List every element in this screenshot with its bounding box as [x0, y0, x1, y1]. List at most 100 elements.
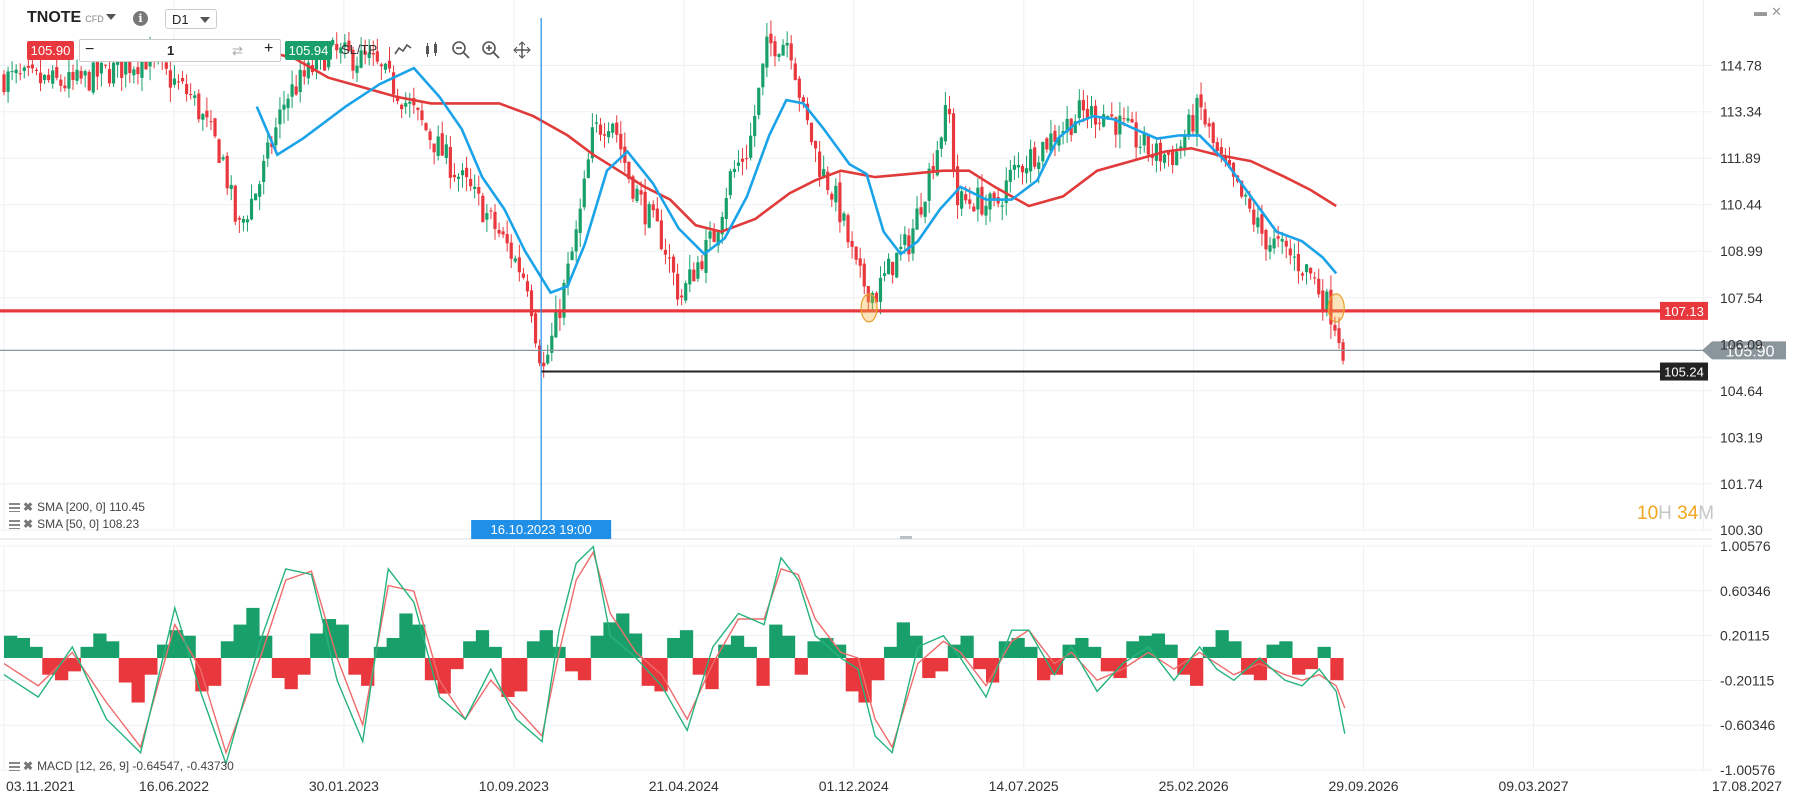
candle-body	[1207, 123, 1211, 127]
candle-body	[1041, 141, 1045, 162]
candle-body	[797, 78, 801, 98]
macd-histogram-bar	[896, 622, 910, 658]
candle-body	[144, 58, 148, 70]
swap-icon[interactable]: ⇄	[232, 43, 243, 58]
candle-body	[708, 231, 712, 239]
sell-price-button[interactable]: 105.90	[27, 41, 74, 60]
candle-body	[213, 118, 217, 137]
candle-body	[1024, 168, 1029, 174]
minimize-icon[interactable]: ▬	[1754, 4, 1767, 19]
candle-body	[1260, 214, 1264, 234]
line-chart-icon[interactable]	[393, 40, 413, 60]
macd-histogram-bar	[220, 641, 235, 658]
legend-remove-icon[interactable]: ✖	[23, 500, 34, 514]
candle-body	[935, 150, 939, 176]
candle-body	[1150, 155, 1154, 158]
plus-icon[interactable]: +	[264, 40, 274, 57]
candle-body	[1033, 147, 1037, 167]
legend-remove-icon[interactable]: ✖	[23, 759, 34, 773]
candle-body	[367, 52, 371, 58]
candle-body	[598, 124, 603, 135]
quantity-stepper[interactable]: − 1 ⇄ +	[79, 39, 281, 62]
legend-menu-icon[interactable]	[9, 761, 20, 771]
macd-histogram-bar	[539, 630, 553, 658]
candle-body	[1171, 151, 1175, 165]
candle-body	[221, 157, 225, 160]
candle-body	[1309, 267, 1313, 274]
candle-body	[1142, 132, 1146, 146]
legend-sma200-text: SMA [200, 0] 110.45	[37, 500, 145, 514]
candle-body	[59, 79, 63, 86]
candle-body	[448, 146, 452, 178]
candle-body	[947, 108, 952, 115]
candle-body	[639, 190, 643, 195]
candle-body	[209, 121, 213, 123]
candle-body	[302, 70, 306, 77]
sltp-button[interactable]: SL/TP	[341, 42, 378, 57]
zoom-in-icon[interactable]	[481, 40, 501, 60]
candle-body	[594, 122, 599, 124]
macd-histogram-bar	[1036, 658, 1051, 681]
legend-macd[interactable]: ✖ MACD [12, 26, 9] -0.64547, -0.43730	[9, 759, 234, 773]
candle-body	[813, 140, 818, 149]
candle-body	[582, 178, 586, 208]
macd-histogram-bar	[182, 635, 196, 658]
legend-remove-icon[interactable]: ✖	[23, 517, 34, 531]
candle-body	[590, 127, 594, 159]
symbol-name[interactable]: TNOTE CFD	[27, 9, 104, 26]
candle-body	[262, 160, 266, 183]
buy-price-button[interactable]: 105.94	[285, 41, 332, 60]
chevron-down-icon[interactable]	[106, 14, 116, 20]
candle-body	[1073, 121, 1077, 134]
candle-body	[1231, 162, 1236, 177]
chevron-down-icon	[200, 17, 210, 23]
candles-icon[interactable]	[422, 40, 442, 60]
info-icon[interactable]: i	[133, 11, 148, 26]
target-label-text: 105.24	[1664, 365, 1704, 380]
macd-histogram-bar	[246, 607, 260, 658]
timeframe-select[interactable]: D1	[165, 9, 217, 29]
candle-body	[509, 242, 513, 259]
candle-body	[258, 184, 262, 197]
candle-body	[1292, 256, 1296, 258]
candle-body	[671, 256, 676, 273]
candle-body	[655, 208, 659, 222]
macd-tick-label: -0.20115	[1720, 672, 1774, 688]
candle-body	[1317, 278, 1321, 295]
quantity-value[interactable]: 1	[167, 43, 175, 58]
move-icon[interactable]	[512, 40, 532, 60]
macd-histogram-bar	[1330, 658, 1344, 681]
candle-body	[1244, 194, 1248, 197]
candle-body	[562, 282, 566, 318]
macd-histogram-bar	[386, 637, 400, 658]
price-axis: 114.78 113.34 111.89 110.44 108.99 107.54 104.…	[1720, 58, 1763, 539]
candle-body	[79, 70, 83, 79]
candle-body	[6, 71, 10, 92]
macd-histogram-bar	[922, 658, 936, 679]
legend-sma50[interactable]: ✖ SMA [50, 0] 108.23	[9, 517, 139, 531]
macd-histogram	[4, 607, 1344, 703]
zoom-out-icon[interactable]	[451, 40, 471, 60]
legend-menu-icon[interactable]	[9, 519, 20, 529]
candle-body	[1004, 180, 1008, 203]
time-tick-label: 16.06.2022	[139, 778, 209, 794]
candle-body	[704, 239, 708, 273]
candle-body	[197, 93, 201, 120]
macd-histogram-bar	[679, 630, 694, 658]
minus-icon[interactable]: −	[85, 41, 95, 58]
candle-body	[688, 269, 692, 285]
close-icon[interactable]: ✕	[1771, 4, 1782, 19]
candle-timer: 10H 34M	[1637, 503, 1715, 524]
macd-histogram-bar	[973, 658, 987, 670]
candle-body	[1268, 245, 1272, 252]
legend-sma200[interactable]: ✖ SMA [200, 0] 110.45	[9, 500, 145, 514]
macd-histogram-bar	[118, 658, 133, 683]
horizontal-lines[interactable]: 107.13 105.24 105.90	[0, 301, 1786, 381]
legend-menu-icon[interactable]	[9, 502, 20, 512]
candle-body	[874, 292, 879, 303]
time-tick-label: 14.07.2025	[989, 778, 1059, 794]
macd-tick-label: -0.60346	[1720, 717, 1775, 733]
pane-resize-handle[interactable]	[900, 536, 912, 539]
candle-body	[838, 182, 842, 223]
